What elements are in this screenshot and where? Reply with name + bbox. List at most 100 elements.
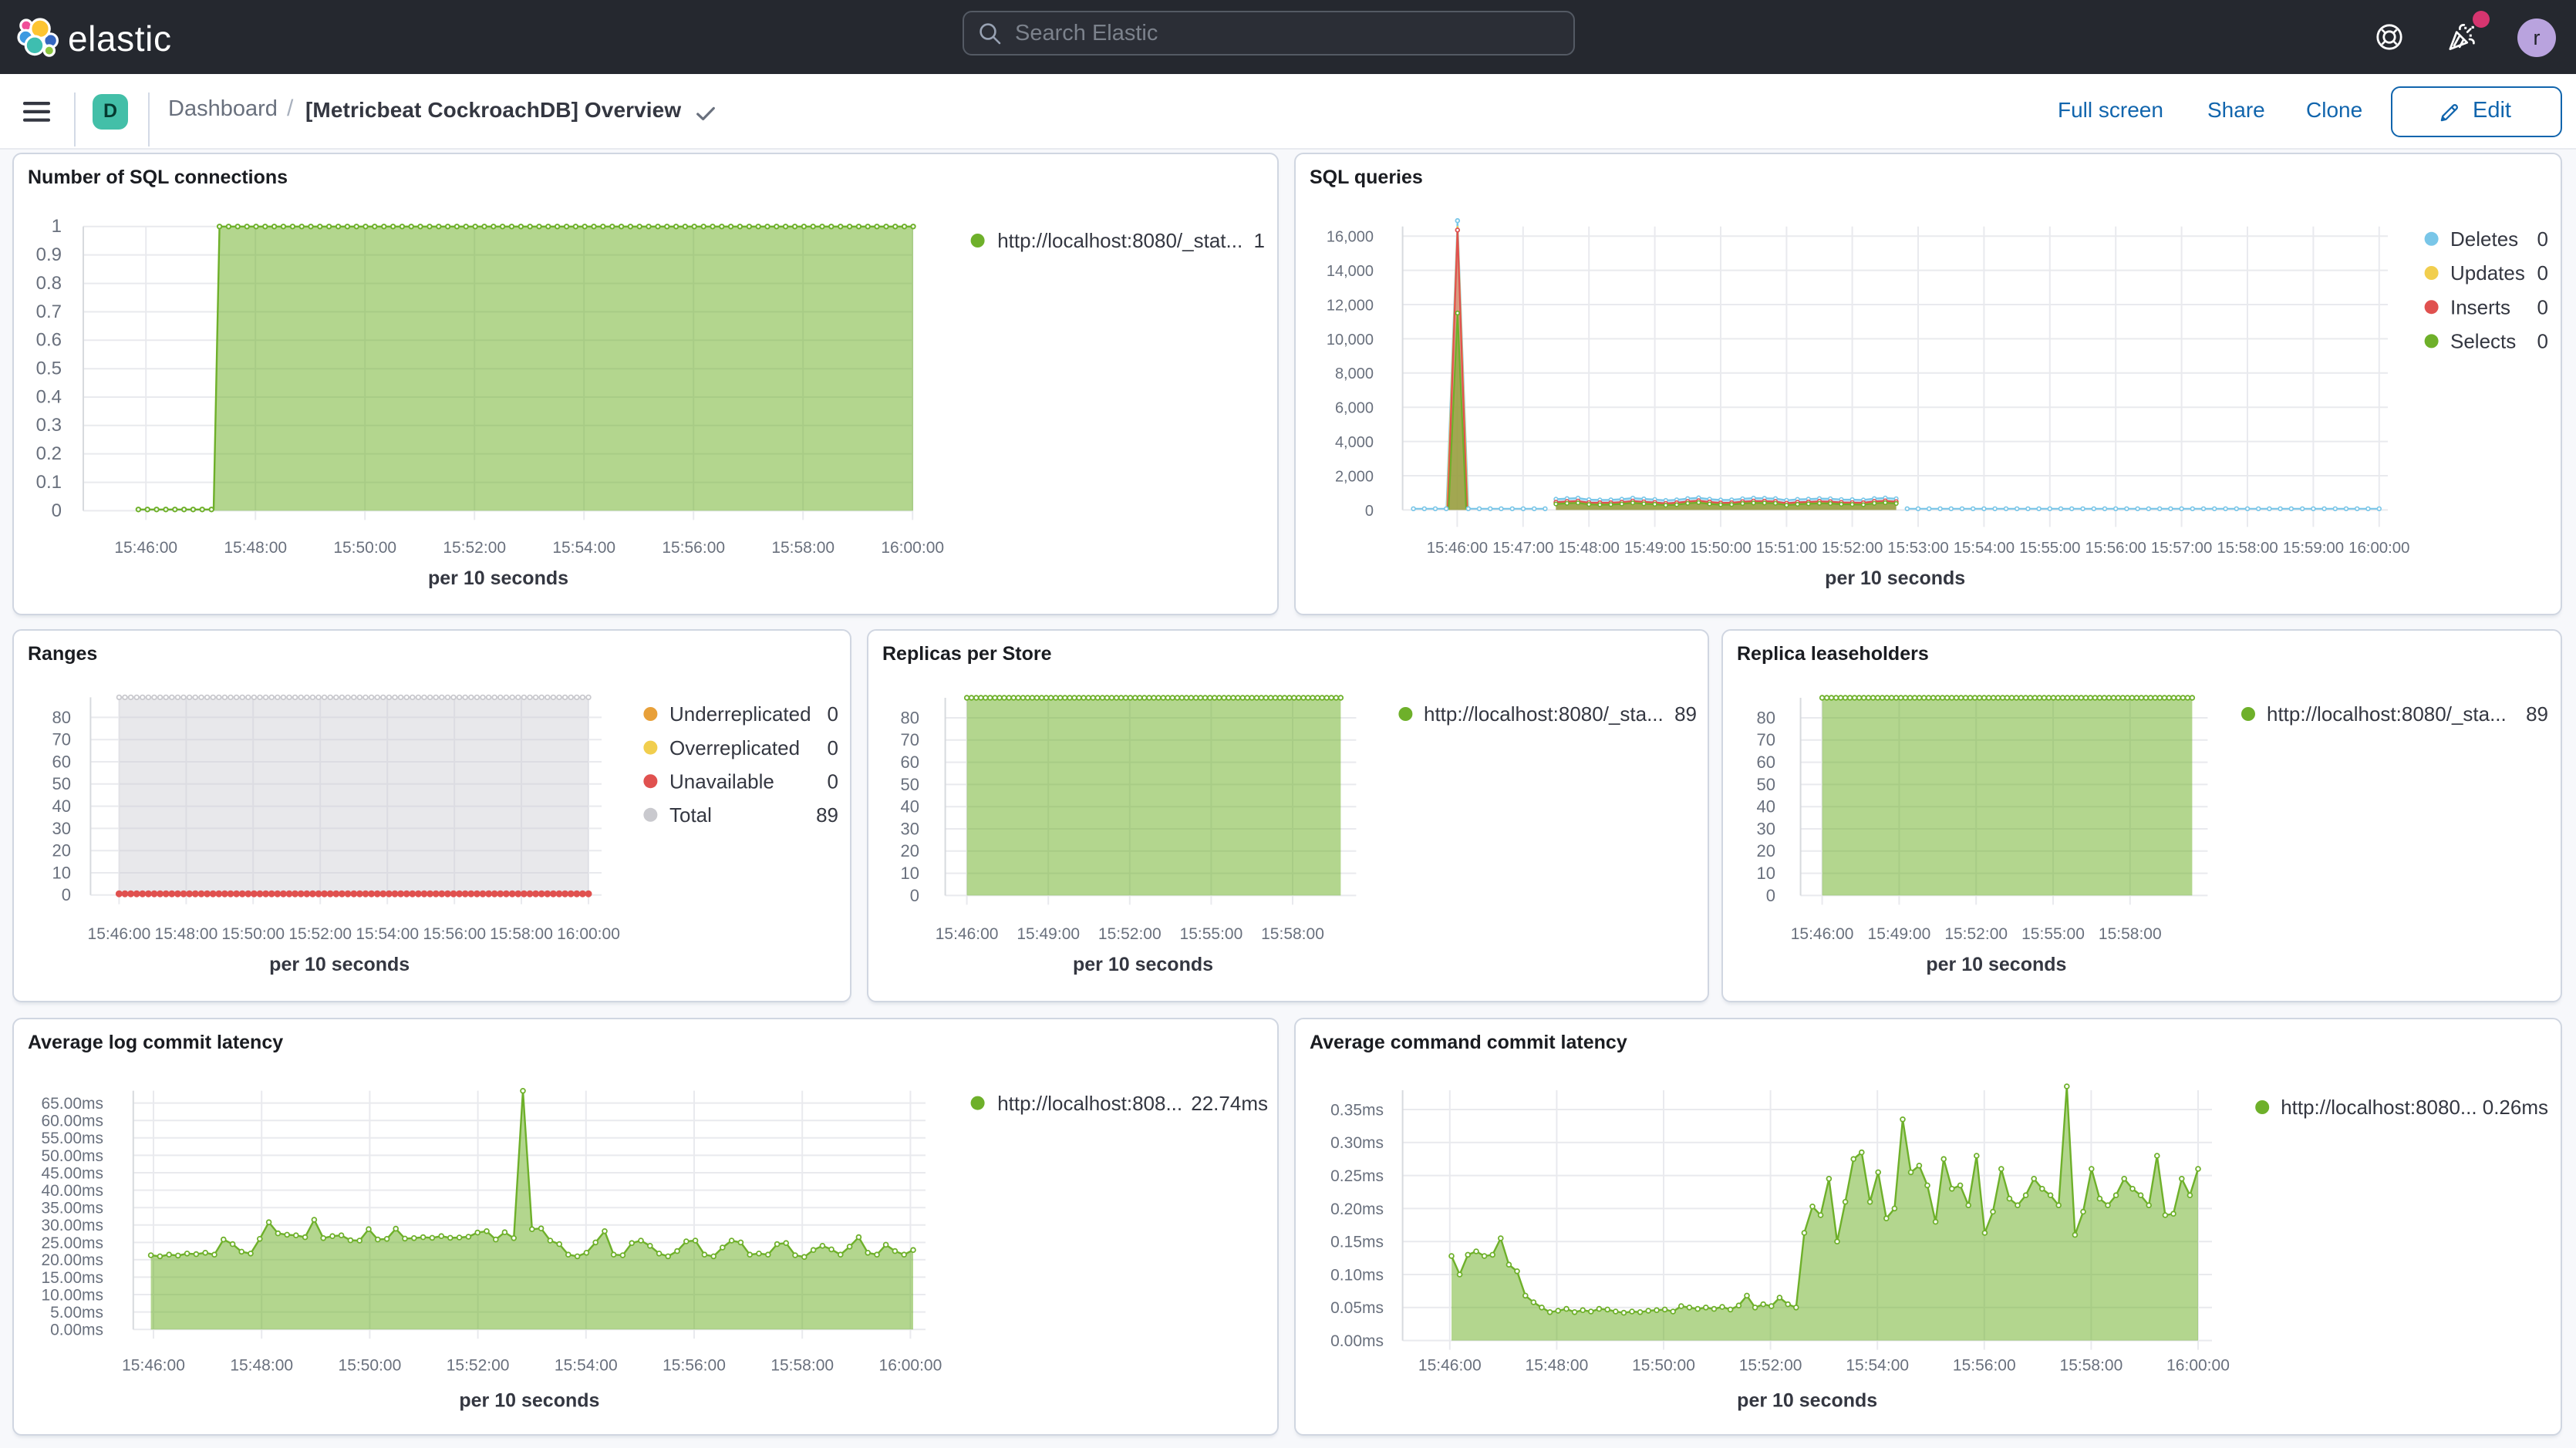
svg-text:20: 20 <box>901 841 919 860</box>
svg-text:15:52:00: 15:52:00 <box>288 925 352 943</box>
svg-text:per 10 seconds: per 10 seconds <box>1073 954 1213 975</box>
svg-text:0.00ms: 0.00ms <box>50 1322 103 1339</box>
svg-text:0: 0 <box>1766 886 1775 905</box>
svg-text:0.4: 0.4 <box>36 386 62 406</box>
svg-text:0: 0 <box>910 886 919 905</box>
svg-text:0.25ms: 0.25ms <box>1330 1167 1384 1185</box>
svg-text:50: 50 <box>901 775 919 794</box>
svg-text:15:54:00: 15:54:00 <box>356 925 419 943</box>
svg-text:0.05ms: 0.05ms <box>1330 1299 1384 1317</box>
svg-text:80: 80 <box>52 708 71 727</box>
svg-text:0.3: 0.3 <box>36 414 62 435</box>
svg-text:40: 40 <box>1757 797 1775 817</box>
svg-text:40.00ms: 40.00ms <box>41 1182 103 1200</box>
svg-text:25.00ms: 25.00ms <box>41 1234 103 1252</box>
svg-text:30.00ms: 30.00ms <box>41 1217 103 1234</box>
svg-text:15:52:00: 15:52:00 <box>1822 539 1883 556</box>
svg-text:80: 80 <box>1757 708 1775 727</box>
svg-text:15:58:00: 15:58:00 <box>770 1356 834 1374</box>
svg-text:22.74ms: 22.74ms <box>1191 1092 1268 1115</box>
svg-text:15:48:00: 15:48:00 <box>230 1356 293 1374</box>
svg-text:15:52:00: 15:52:00 <box>1098 925 1162 943</box>
svg-text:15:54:00: 15:54:00 <box>555 1356 618 1374</box>
svg-text:15:51:00: 15:51:00 <box>1756 539 1817 556</box>
svg-text:15:56:00: 15:56:00 <box>663 1356 726 1374</box>
svg-text:15:53:00: 15:53:00 <box>1887 539 1948 556</box>
svg-text:Deletes: Deletes <box>2450 227 2518 250</box>
svg-text:0.7: 0.7 <box>36 301 62 322</box>
svg-text:6,000: 6,000 <box>1335 399 1374 416</box>
svg-text:15.00ms: 15.00ms <box>41 1269 103 1287</box>
svg-text:0: 0 <box>2537 329 2548 352</box>
svg-text:0: 0 <box>828 702 838 726</box>
svg-text:30: 30 <box>901 819 919 838</box>
svg-text:15:47:00: 15:47:00 <box>1492 539 1553 556</box>
svg-text:0.5: 0.5 <box>36 358 62 379</box>
svg-text:15:58:00: 15:58:00 <box>2217 539 2278 556</box>
svg-text:15:58:00: 15:58:00 <box>771 538 835 556</box>
svg-text:80: 80 <box>901 708 919 727</box>
svg-text:50: 50 <box>1757 775 1775 794</box>
svg-text:http://localhost:8080/_stat...: http://localhost:8080/_stat... <box>997 228 1242 251</box>
svg-text:15:49:00: 15:49:00 <box>1017 925 1080 943</box>
svg-text:15:52:00: 15:52:00 <box>1739 1356 1802 1374</box>
svg-text:60.00ms: 60.00ms <box>41 1113 103 1130</box>
svg-text:89: 89 <box>2526 702 2548 726</box>
svg-text:15:58:00: 15:58:00 <box>490 925 553 943</box>
svg-text:0: 0 <box>1365 502 1374 519</box>
svg-text:16:00:00: 16:00:00 <box>881 538 944 556</box>
svg-text:Total: Total <box>669 803 712 827</box>
svg-text:0: 0 <box>62 885 71 904</box>
svg-text:16:00:00: 16:00:00 <box>557 925 620 943</box>
svg-text:0.1: 0.1 <box>36 471 62 492</box>
svg-text:15:50:00: 15:50:00 <box>1632 1356 1695 1374</box>
svg-text:5.00ms: 5.00ms <box>50 1304 103 1322</box>
svg-text:15:48:00: 15:48:00 <box>1526 1356 1589 1374</box>
svg-text:15:58:00: 15:58:00 <box>2060 1356 2123 1374</box>
svg-text:0.2: 0.2 <box>36 443 62 463</box>
svg-text:55.00ms: 55.00ms <box>41 1130 103 1147</box>
svg-text:16:00:00: 16:00:00 <box>2348 539 2409 556</box>
svg-text:15:52:00: 15:52:00 <box>447 1356 510 1374</box>
svg-text:15:56:00: 15:56:00 <box>2085 539 2146 556</box>
svg-text:1: 1 <box>1254 228 1265 251</box>
svg-text:Overreplicated: Overreplicated <box>669 736 800 759</box>
svg-text:0.8: 0.8 <box>36 272 62 293</box>
svg-text:15:48:00: 15:48:00 <box>155 925 218 943</box>
svg-text:0.35ms: 0.35ms <box>1330 1101 1384 1119</box>
svg-text:16,000: 16,000 <box>1327 228 1374 245</box>
svg-text:Inserts: Inserts <box>2450 295 2510 318</box>
svg-text:15:55:00: 15:55:00 <box>2021 925 2085 943</box>
svg-text:0: 0 <box>2537 227 2548 250</box>
svg-text:0: 0 <box>828 736 838 759</box>
svg-text:per 10 seconds: per 10 seconds <box>1926 954 2066 975</box>
svg-text:Underreplicated: Underreplicated <box>669 702 811 726</box>
svg-text:0.20ms: 0.20ms <box>1330 1200 1384 1218</box>
svg-text:30: 30 <box>52 819 71 838</box>
svg-text:15:58:00: 15:58:00 <box>1261 925 1324 943</box>
svg-text:per 10 seconds: per 10 seconds <box>459 1390 599 1412</box>
svg-text:Unavailable: Unavailable <box>669 769 774 793</box>
svg-text:89: 89 <box>1674 702 1697 726</box>
svg-text:20: 20 <box>1757 841 1775 860</box>
svg-text:15:52:00: 15:52:00 <box>1944 925 2008 943</box>
svg-text:10.00ms: 10.00ms <box>41 1286 103 1304</box>
svg-text:15:52:00: 15:52:00 <box>443 538 506 556</box>
svg-text:60: 60 <box>901 753 919 772</box>
svg-text:15:50:00: 15:50:00 <box>1690 539 1751 556</box>
svg-text:0.9: 0.9 <box>36 244 62 264</box>
svg-text:70: 70 <box>901 730 919 749</box>
svg-text:http://localhost:8080...: http://localhost:8080... <box>2281 1096 2477 1119</box>
svg-text:0.10ms: 0.10ms <box>1330 1266 1384 1284</box>
svg-text:30: 30 <box>1757 819 1775 838</box>
svg-text:0.26ms: 0.26ms <box>2483 1096 2548 1119</box>
svg-text:per 10 seconds: per 10 seconds <box>428 567 568 588</box>
svg-text:0: 0 <box>2537 261 2548 284</box>
svg-text:15:48:00: 15:48:00 <box>224 538 287 556</box>
svg-text:15:50:00: 15:50:00 <box>333 538 396 556</box>
svg-text:15:55:00: 15:55:00 <box>2019 539 2080 556</box>
svg-text:10: 10 <box>1757 864 1775 883</box>
svg-text:15:57:00: 15:57:00 <box>2151 539 2212 556</box>
svg-text:15:46:00: 15:46:00 <box>122 1356 185 1374</box>
svg-text:15:48:00: 15:48:00 <box>1559 539 1620 556</box>
